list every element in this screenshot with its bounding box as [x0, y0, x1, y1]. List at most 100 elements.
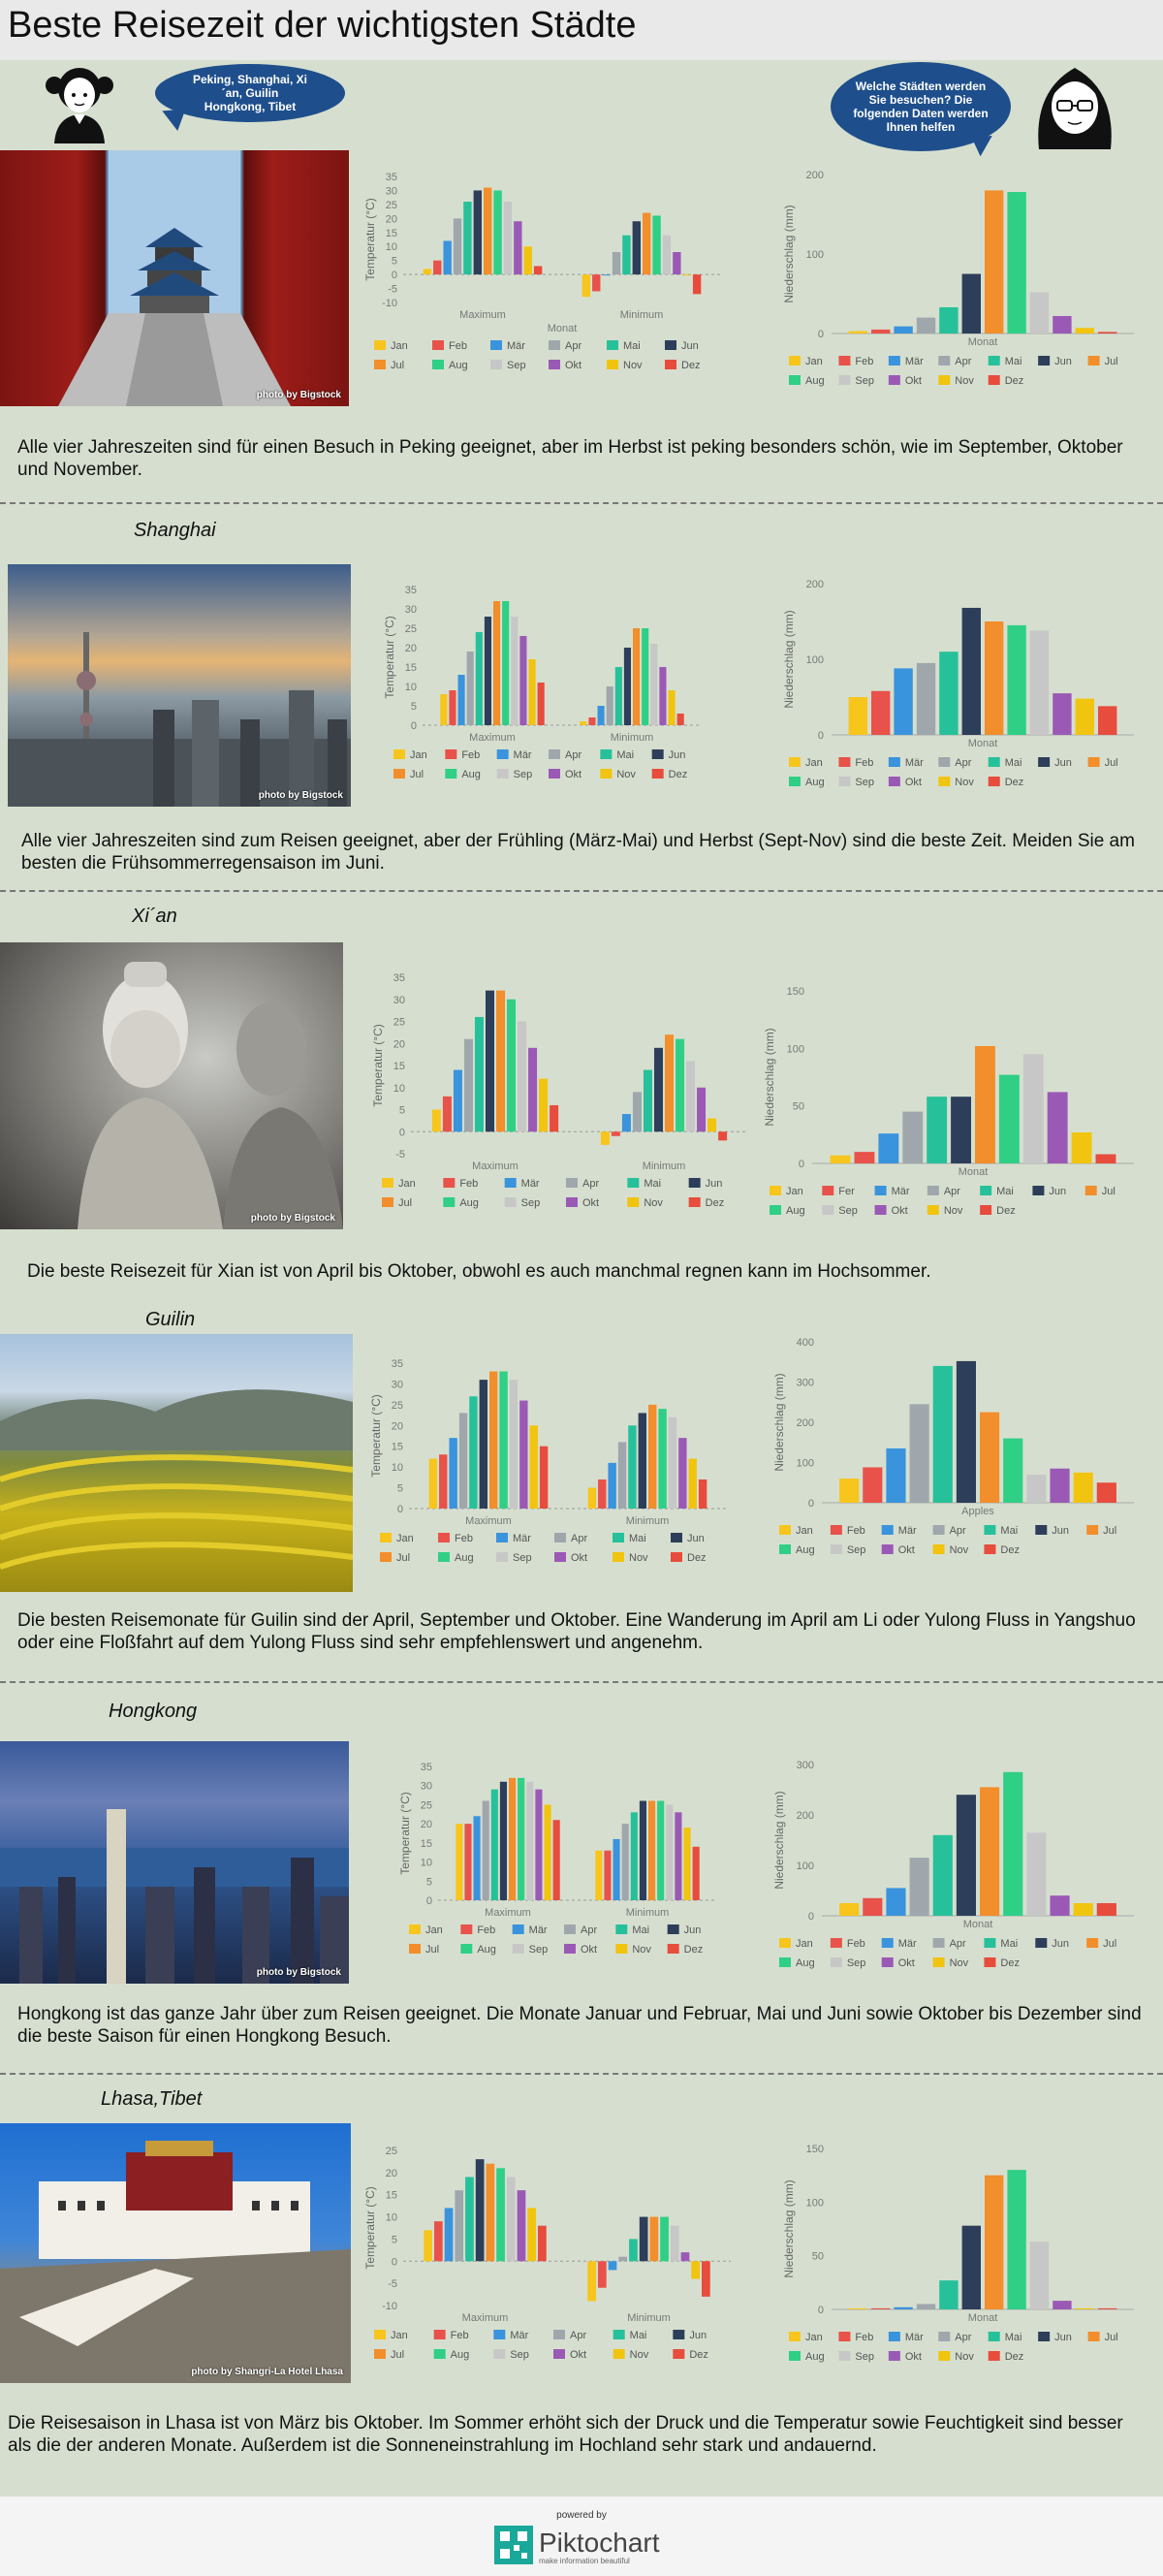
temp-bar [539, 1078, 549, 1132]
temperature-chart-svg: 25 20 15 10 5 0 -5 -10 Temperatur (°C) Maximum Min… [363, 2146, 731, 2361]
legend-swatch [984, 1544, 996, 1554]
temperature-chart-svg: 35 30 25 20 15 10 5 0 Temperatur (°C) Maximum Mini… [398, 1762, 717, 1956]
legend-label: Apr [955, 356, 971, 367]
temp-bar [653, 1047, 663, 1132]
legend-swatch [688, 1178, 701, 1188]
temp-bar [457, 675, 465, 725]
temp-bar [449, 690, 456, 725]
y-tick-label: 5 [397, 1483, 403, 1495]
temp-bar [643, 1069, 652, 1132]
speech-bubble-right: Welche Städten werden Sie besuchen? Die … [831, 62, 1011, 151]
rain-bar [927, 1097, 948, 1163]
guilin-title: Guilin [145, 1309, 196, 1330]
temp-bar [702, 2261, 710, 2297]
shanghai-photo: photo by Bigstock [8, 564, 351, 807]
y-tick-label: 10 [392, 1462, 403, 1474]
temp-bar [443, 240, 452, 275]
precipitation-chart-svg: 200 100 0 Niederschlag (mm) Monat Jan Feb Mär Ap… [782, 170, 1134, 387]
temp-bar [463, 202, 472, 275]
legend-swatch [380, 1533, 392, 1542]
legend-label: Dez [684, 1944, 704, 1956]
legend-swatch [874, 1205, 887, 1215]
temp-bar [617, 1442, 627, 1509]
legend-swatch [1086, 1938, 1099, 1948]
legend-label: Aug [805, 375, 825, 387]
piktochart-logo[interactable]: Piktochart make information beautiful [494, 2526, 669, 2568]
rain-bar [1098, 2307, 1117, 2309]
legend-swatch [374, 2330, 386, 2339]
legend-swatch [938, 777, 951, 786]
temp-bar [665, 1034, 675, 1132]
legend-label: Jan [398, 1178, 416, 1190]
legend-swatch [988, 2332, 1000, 2341]
legend-label: Jul [410, 769, 424, 780]
legend-label: Feb [449, 340, 467, 352]
rain-bar [1007, 192, 1026, 334]
legend-label: Mär [898, 1938, 917, 1950]
temp-bar [598, 1479, 607, 1509]
temp-bar [662, 235, 672, 275]
y-axis-label: Temperatur (°C) [363, 2186, 377, 2269]
legend-swatch [932, 1938, 945, 1948]
legend-label: Aug [455, 1552, 474, 1564]
legend-label: Dez [689, 2349, 708, 2361]
legend-swatch [549, 360, 560, 369]
section-divider [0, 1681, 1163, 1683]
legend-swatch [1038, 356, 1051, 366]
temp-bar [484, 187, 492, 275]
precipitation-chart-svg: 200 100 0 Niederschlag (mm) Monat Jan Feb Mär Ap… [782, 579, 1134, 788]
legend-label: Feb [451, 2330, 469, 2341]
temp-bar [652, 215, 661, 275]
temp-bar [604, 1850, 612, 1900]
legend-label: Jul [425, 1944, 439, 1956]
y-tick-label: 200 [797, 1417, 814, 1429]
x-group-label: Maximum [459, 309, 506, 321]
legend-label: Okt [565, 769, 582, 780]
y-tick-label: 20 [405, 643, 417, 654]
y-tick-label: 10 [421, 1858, 432, 1869]
temp-bar [692, 274, 702, 295]
legend-swatch [888, 356, 900, 366]
legend-label: Mai [616, 749, 634, 761]
rain-bar [980, 1787, 1000, 1916]
temp-bar [519, 1400, 528, 1509]
logo-tagline: make information beautiful [539, 2557, 630, 2565]
y-tick-label: 0 [392, 2256, 397, 2268]
legend-label: Apr [944, 1186, 960, 1197]
legend-swatch [1035, 1938, 1048, 1948]
x-axis-label: Apples [961, 1506, 994, 1517]
rain-bar [886, 1447, 906, 1503]
y-tick-label: 100 [797, 1458, 814, 1470]
y-tick-label: 10 [393, 1083, 405, 1095]
legend-swatch [874, 1186, 887, 1195]
y-tick-label: 0 [799, 1159, 804, 1170]
legend-label: Mär [892, 1186, 910, 1197]
legend-label: Jul [1105, 757, 1118, 769]
temp-bar [455, 2190, 464, 2262]
temp-bar [475, 632, 483, 725]
temp-bar [538, 2225, 547, 2262]
legend-swatch [665, 360, 676, 369]
y-tick-label: 25 [393, 1017, 405, 1029]
legend-label: Dez [706, 1197, 725, 1209]
legend-label: Dez [1005, 375, 1024, 387]
legend-swatch [789, 2332, 801, 2341]
legend-label: Jul [1105, 2332, 1118, 2343]
temp-bar [587, 2261, 596, 2302]
speech-bubble-left: Peking, Shanghai, Xi´an, Guilin Hongkong… [155, 64, 345, 122]
legend-swatch [881, 1544, 894, 1554]
y-tick-label: 300 [797, 1760, 814, 1771]
shanghai-skyline-illustration [8, 632, 351, 807]
legend-label: Apr [571, 1533, 587, 1544]
legend-swatch [838, 2351, 851, 2361]
temp-bar [580, 721, 587, 725]
legend-label: Aug [449, 360, 468, 371]
rain-bar [1003, 1771, 1023, 1916]
temp-bar [649, 2216, 659, 2262]
x-group-label: Maximum [462, 2312, 509, 2324]
legend-swatch [600, 769, 613, 779]
rain-bar [894, 668, 913, 735]
rain-bar [961, 2225, 981, 2309]
legend-swatch [564, 1944, 576, 1954]
legend-label: Aug [786, 1205, 805, 1217]
